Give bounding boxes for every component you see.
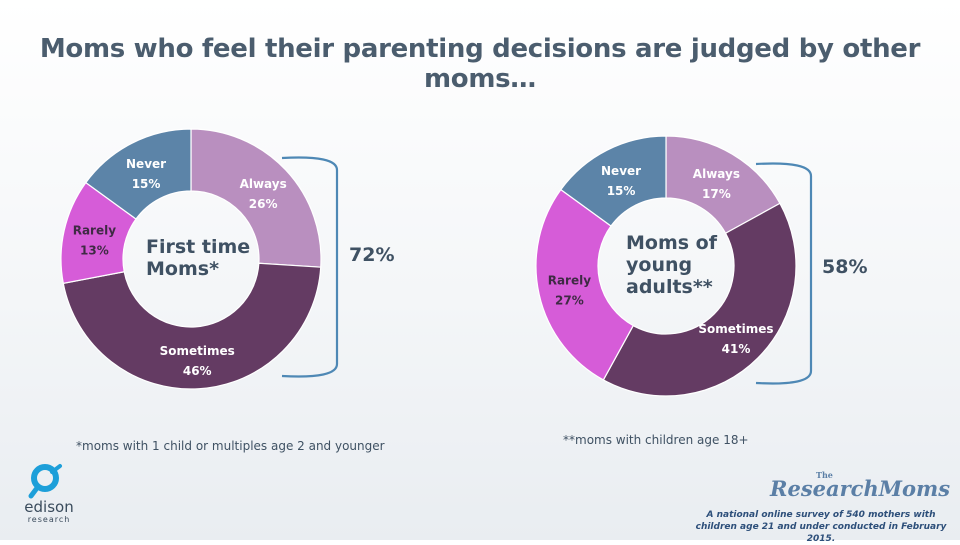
donut-slice-sometimes (62, 262, 322, 390)
edison-logo-subtext: research (27, 515, 71, 524)
slice-label-never: Never (601, 164, 641, 178)
source-note: A national online survey of 540 mothers … (695, 510, 947, 544)
slice-label-rarely: Rarely (73, 223, 117, 237)
bracket-line (281, 156, 339, 378)
donut-slice-never (84, 128, 192, 220)
researchmoms-logo-the: The (816, 470, 833, 480)
bracket-line (755, 162, 813, 385)
donut-slice-sometimes (602, 202, 797, 397)
slice-value-rarely: 13% (80, 243, 109, 257)
donut-slice-never (559, 135, 667, 227)
center-label-moms-of-young-adults: Moms of young adults** (626, 232, 718, 298)
slice-value-sometimes: 41% (722, 342, 751, 356)
slice-value-always: 17% (702, 187, 731, 201)
researchmoms-logo: The ResearchMoms (770, 470, 950, 506)
slice-label-never: Never (126, 157, 166, 171)
researchmoms-logo-text: ResearchMoms (770, 476, 951, 501)
slice-label-always: Always (240, 177, 287, 191)
donut-slice-always (190, 128, 322, 268)
edison-logo-icon (28, 464, 62, 499)
slice-value-sometimes: 46% (183, 364, 212, 378)
footnote-moms-of-young-adults: **moms with children age 18+ (563, 433, 749, 447)
center-label-first-time-moms: First time Moms* (146, 236, 251, 280)
slice-value-always: 26% (249, 197, 278, 211)
slice-value-never: 15% (132, 177, 161, 191)
bracket-total-moms-of-young-adults: 58% (822, 256, 868, 278)
donut-slice-rarely (535, 188, 635, 381)
footnote-first-time-moms: *moms with 1 child or multiples age 2 an… (76, 439, 385, 453)
edison-logo-text: edison (24, 498, 74, 516)
slice-value-never: 15% (607, 184, 636, 198)
bracket-total-first-time-moms: 72% (349, 244, 395, 266)
slice-label-always: Always (693, 167, 740, 181)
slice-label-rarely: Rarely (548, 274, 592, 288)
slice-label-sometimes: Sometimes (160, 344, 235, 358)
slice-value-rarely: 27% (555, 294, 584, 308)
slide-title: Moms who feel their parenting decisions … (39, 34, 921, 94)
slice-label-sometimes: Sometimes (698, 322, 773, 336)
